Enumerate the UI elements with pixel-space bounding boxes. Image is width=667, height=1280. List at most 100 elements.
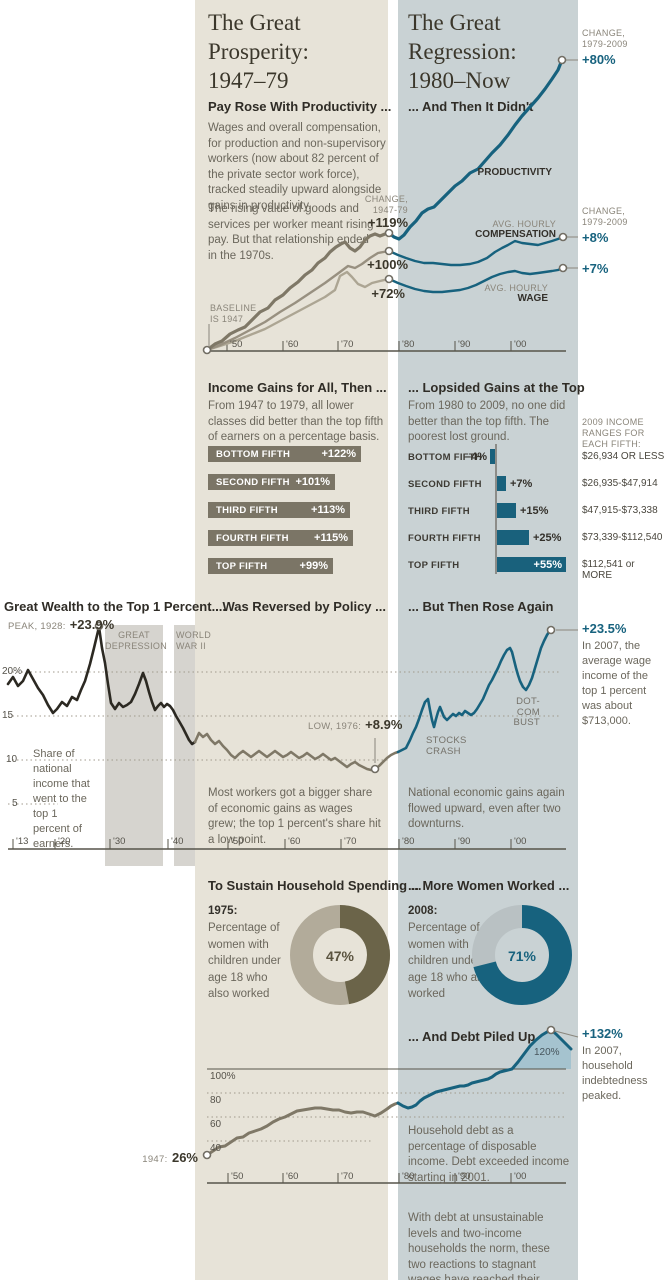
chart5-ytick-40: 40 [210, 1143, 222, 1154]
compensation-line-1947-79 [205, 249, 391, 352]
low-label: LOW, 1976: [308, 721, 362, 732]
low-1976-annotation: LOW, 1976: +8.9% [308, 717, 402, 733]
chart3-title-mid: ... Was Reversed by Policy ... [208, 599, 386, 614]
donut-2008-description: Percentage of women with children under … [408, 922, 492, 1000]
income-range-second: $26,935-$47,914 [582, 478, 658, 489]
income-range-fourth: $73,339-$112,540 [582, 532, 663, 543]
low-1976-dot [370, 764, 380, 774]
chart5-tick-60: '60 [286, 1171, 299, 1182]
debt-peak-note: In 2007, household indebtedness peaked. [582, 1045, 648, 1102]
right-value-second: +7% [510, 478, 533, 490]
compensation-change-1947-79: +100% [367, 257, 408, 272]
debt-2007-peak-dot [546, 1025, 556, 1035]
productivity-line-1980-2009 [387, 58, 564, 241]
productivity-change-1979-2009: +80% [582, 52, 616, 67]
top1-line-1980-2007 [396, 628, 553, 754]
wage-change-1979-2009: +7% [582, 261, 609, 276]
bar-category-label: SECOND FIFTH [216, 477, 290, 488]
productivity-change-1947-79: +119% [367, 215, 408, 230]
chart3-tick-40: '40 [171, 836, 184, 847]
chart2-right-axis-line [495, 444, 497, 574]
end-2007-dot [546, 625, 556, 635]
chart5-household-debt-plot [202, 1025, 579, 1184]
chart2-description-left: From 1947 to 1979, all lower classes did… [208, 400, 384, 443]
dotcom-bust-label: DOT-COM BUST [513, 696, 540, 728]
chart3-tick-13: '13 [16, 836, 29, 847]
peak-1928-annotation: PEAK, 1928: +23.9% [8, 617, 114, 633]
chart1-change-header-1979-2009-top: CHANGE, 1979-2009 [582, 28, 628, 49]
chart5-ytick-80: 80 [210, 1095, 222, 1106]
bar-1980-fourth-fifth [497, 530, 529, 545]
bar-value-label: +101% [295, 476, 330, 488]
bar-category-label: TOP FIFTH [216, 561, 268, 572]
debt-1947-dot [202, 1150, 212, 1160]
bar-1947-fourth-fifth: FOURTH FIFTH +115% [208, 530, 353, 546]
chart3-tick-30: '30 [113, 836, 126, 847]
chart1-change-header-1979-2009-mid: CHANGE, 1979-2009 [582, 206, 628, 227]
compensation-series-label-1: AVG. HOURLY [492, 219, 556, 229]
chart3-ytick-5: 5 [12, 798, 18, 809]
peak-1928-dot [94, 621, 104, 631]
chart5-ytick-100: 100% [210, 1071, 236, 1082]
right-category-third: THIRD FIFTH [408, 506, 470, 517]
chart1-title-left: Pay Rose With Productivity ... [208, 99, 392, 114]
bar-category-label: BOTTOM FIFTH [216, 449, 291, 460]
bar-value-label: +99% [299, 560, 328, 572]
page-title-regression: The Great Regression: 1980–Now [408, 10, 517, 93]
baseline-dot [202, 345, 212, 355]
bar-1947-third-fifth: THIRD FIFTH +113% [208, 502, 350, 518]
wage-1979-dot [384, 274, 394, 284]
chart1-tick-60: '60 [286, 339, 299, 350]
compensation-series-label-2: COMPENSATION [475, 229, 556, 240]
chart5-description: Household debt as a percentage of dispos… [408, 1125, 570, 1184]
donut-1975-value-label: 47% [325, 948, 355, 964]
chart3-description-mid: Most workers got a bigger share of econo… [208, 787, 381, 846]
chart1-axis-ticks [226, 341, 512, 351]
debt-line-1947-1979 [205, 1101, 400, 1157]
baseline-note: BASELINE IS 1947 [210, 303, 257, 324]
compensation-1979-dot [384, 246, 394, 256]
wage-line-1980-2009 [387, 266, 565, 294]
donut-1975-description: Percentage of women with children under … [208, 922, 281, 1000]
bar-1980-bottom-fifth [490, 449, 495, 464]
chart1-tick-50: '50 [230, 339, 243, 350]
debt-1947-annotation: 1947: 26% [138, 1149, 198, 1167]
chart3-tick-90: '90 [458, 836, 471, 847]
donut-1975-value-arc [290, 905, 390, 1005]
debt-1947-year: 1947: [142, 1154, 168, 1165]
low-value: +8.9% [365, 717, 403, 732]
compensation-2009-dot [558, 232, 568, 242]
compensation-change-1979-2009: +8% [582, 230, 609, 245]
chart4-title-right: ... More Women Worked ... [408, 878, 570, 893]
top1-share-note: Share of national income that went to th… [33, 748, 90, 850]
bar-1947-second-fifth: SECOND FIFTH +101% [208, 474, 335, 490]
chart5-tick-50: '50 [231, 1171, 244, 1182]
chart5-tick-70: '70 [341, 1171, 354, 1182]
page-title-prosperity: The Great Prosperity: 1947–79 [208, 10, 309, 93]
donut-2008-value-label: 71% [507, 948, 537, 964]
right-value-fourth: +25% [533, 532, 562, 544]
top1-line-1947-1979 [193, 731, 400, 772]
right-category-bottom: BOTTOM FIFTH [408, 452, 483, 463]
chart1-pay-productivity-plot [202, 55, 578, 355]
great-depression-label: GREAT DEPRESSION [105, 630, 168, 651]
world-war-2-band [174, 625, 195, 866]
chart3-axis-ticks [12, 839, 512, 849]
chart1-tick-00: '00 [514, 339, 527, 350]
chart5-ytick-60: 60 [210, 1119, 222, 1130]
chart5-tick-00: '00 [514, 1171, 527, 1182]
debt-above-100-fill [512, 1030, 571, 1069]
chart4-title-left: To Sustain Household Spending ... [208, 878, 422, 893]
chart3-tick-00: '00 [514, 836, 527, 847]
chart2-title-right: ... Lopsided Gains at the Top [408, 380, 585, 395]
wage-series-label-1: AVG. HOURLY [484, 283, 548, 293]
income-range-bottom: $26,934 OR LESS [582, 451, 665, 462]
bar-value-label: +113% [311, 504, 345, 516]
bar-category-label: FOURTH FIFTH [216, 533, 289, 544]
bar-1980-second-fifth [497, 476, 506, 491]
chart2-title-left: Income Gains for All, Then ... [208, 380, 387, 395]
chart2-description-right: From 1980 to 2009, no one did better tha… [408, 400, 566, 443]
compensation-line-1980-2009 [387, 235, 565, 267]
donut-2008-year: 2008: [408, 905, 438, 917]
peak-value: +23.9% [69, 617, 115, 632]
